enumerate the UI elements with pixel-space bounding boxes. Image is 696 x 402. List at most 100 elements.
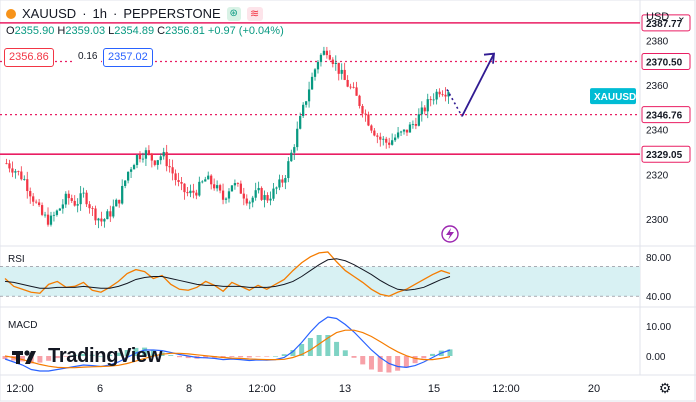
- macd-histogram-bar: [264, 356, 270, 357]
- candle-body: [85, 192, 88, 205]
- candle-body: [43, 214, 47, 216]
- candle-body: [272, 188, 275, 199]
- candle-body: [115, 199, 118, 207]
- gear-icon[interactable]: ⚙: [658, 380, 672, 396]
- symbol-price-tag-label: XAUUSD: [594, 92, 636, 103]
- data-source-icon[interactable]: ≋: [246, 6, 263, 21]
- time-tick-label: 6: [97, 383, 103, 395]
- macd-histogram-bar: [150, 350, 156, 356]
- candle-body: [8, 163, 11, 169]
- level-tag: [641, 14, 691, 32]
- macd-histogram-bar: [351, 356, 357, 358]
- spread-value: 0.16: [74, 48, 102, 65]
- macd-histogram-bar: [334, 341, 340, 356]
- macd-histogram-bar: [63, 356, 69, 357]
- macd-histogram-bar: [185, 356, 191, 359]
- candle-body: [174, 173, 177, 181]
- buy-button[interactable]: 2357.02: [103, 48, 153, 67]
- lightning-icon: [441, 225, 459, 243]
- candle-body: [156, 160, 159, 165]
- candle-body: [73, 200, 76, 206]
- close-value: 2356.81: [165, 25, 205, 37]
- candle-body: [441, 94, 444, 96]
- candle-body: [159, 156, 162, 161]
- candle-body: [278, 179, 281, 188]
- candle-body: [218, 185, 222, 191]
- candle-body: [11, 168, 14, 173]
- candle-body: [207, 175, 210, 180]
- market-open-icon[interactable]: ⊛: [226, 6, 241, 21]
- candle-body: [340, 69, 343, 74]
- candle-body: [91, 208, 94, 209]
- candle-body: [402, 129, 406, 132]
- macd-tick-label: 10.00: [646, 322, 671, 333]
- candle-body: [88, 204, 91, 209]
- candle-body: [129, 169, 133, 172]
- price-tick-label: 2300: [646, 215, 669, 226]
- candle-body: [210, 175, 213, 185]
- broker-name: PEPPERSTONE: [123, 6, 221, 21]
- candle-body: [385, 138, 388, 143]
- candle-body: [411, 123, 415, 125]
- time-tick-label: 12:00: [6, 383, 34, 395]
- candle-body: [135, 154, 139, 166]
- candle-body: [319, 54, 323, 62]
- candle-body: [180, 182, 183, 184]
- macd-histogram-bar: [107, 354, 113, 356]
- candle-body: [358, 95, 361, 106]
- low-value: 2354.89: [114, 25, 155, 37]
- time-tick-label: 13: [339, 383, 351, 395]
- candle-body: [17, 171, 20, 173]
- candle-body: [162, 151, 165, 157]
- interval-label[interactable]: 1h: [92, 6, 107, 21]
- currency-selector[interactable]: USD ⌄: [642, 6, 692, 28]
- symbol-header[interactable]: XAUUSD · 1h · PEPPERSTONE ⊛ ≋: [6, 6, 263, 21]
- candle-body: [423, 107, 426, 112]
- candle-body: [46, 214, 50, 225]
- candle-body: [349, 86, 352, 88]
- candle-body: [302, 104, 305, 117]
- macd-histogram-bar: [115, 352, 121, 356]
- open-value: 2355.90: [14, 25, 55, 37]
- candle-body: [138, 154, 142, 160]
- macd-histogram-bar: [307, 338, 313, 356]
- macd-histogram-bar: [360, 356, 366, 365]
- rsi-pane-label[interactable]: RSI: [8, 254, 25, 265]
- candle-body: [236, 183, 240, 184]
- candle-body: [103, 219, 106, 222]
- candle-body: [307, 89, 311, 102]
- candle-body: [405, 129, 409, 133]
- macd-histogram-bar: [299, 344, 305, 356]
- candle-body: [299, 116, 302, 129]
- time-tick-label: 8: [186, 383, 192, 395]
- price-tick-label: 2340: [646, 126, 669, 137]
- candle-body: [420, 107, 423, 115]
- currency-label: USD: [646, 11, 670, 23]
- candle-body: [183, 183, 186, 193]
- candle-body: [97, 218, 100, 221]
- candle-body: [396, 132, 400, 138]
- sell-button[interactable]: 2356.86: [4, 48, 54, 67]
- gold-symbol-icon: [6, 8, 16, 19]
- macd-histogram-bar: [238, 356, 244, 358]
- macd-histogram-bar: [72, 354, 78, 356]
- time-tick-label: 20: [588, 383, 600, 395]
- candle-body: [192, 190, 195, 193]
- macd-histogram-bar: [412, 356, 418, 364]
- candle-body: [417, 114, 420, 126]
- macd-histogram-bar: [342, 350, 348, 356]
- candle-body: [435, 91, 438, 100]
- candle-body: [254, 190, 257, 198]
- lightning-icon: [446, 228, 454, 240]
- macd-histogram-bar: [177, 356, 183, 358]
- candle-body: [391, 140, 394, 145]
- candle-body: [328, 55, 331, 60]
- candle-body: [257, 187, 260, 191]
- candle-body: [414, 123, 418, 126]
- candle-body: [49, 215, 53, 225]
- macd-pane-label[interactable]: MACD: [8, 320, 38, 331]
- tradingview-logo[interactable]: TradingView: [12, 345, 162, 368]
- candle-body: [132, 165, 136, 170]
